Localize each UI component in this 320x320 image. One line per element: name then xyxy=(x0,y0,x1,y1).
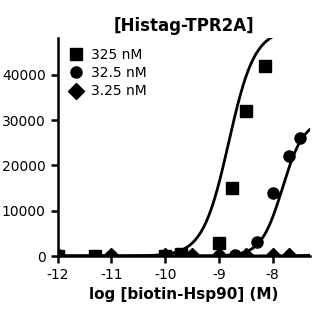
X-axis label: log [biotin-Hsp90] (M): log [biotin-Hsp90] (M) xyxy=(89,287,279,302)
325 nM xyxy=(56,254,60,258)
32.5 nM xyxy=(233,253,237,257)
3.25 nM xyxy=(163,254,167,258)
Line: 32.5 nM: 32.5 nM xyxy=(52,132,305,261)
32.5 nM xyxy=(109,254,113,258)
325 nM xyxy=(263,64,267,68)
3.25 nM xyxy=(271,254,275,258)
32.5 nM xyxy=(298,136,301,140)
Line: 3.25 nM: 3.25 nM xyxy=(52,251,294,261)
32.5 nM xyxy=(271,191,275,195)
32.5 nM xyxy=(163,254,167,258)
32.5 nM xyxy=(255,241,259,244)
32.5 nM xyxy=(190,254,194,258)
325 nM xyxy=(93,254,97,258)
325 nM xyxy=(163,254,167,258)
325 nM xyxy=(217,241,221,245)
3.25 nM xyxy=(56,254,60,258)
32.5 nM xyxy=(56,254,60,258)
3.25 nM xyxy=(287,254,291,258)
325 nM xyxy=(230,186,234,190)
325 nM xyxy=(180,252,183,256)
Line: 325 nM: 325 nM xyxy=(52,60,270,261)
Legend: 325 nM, 32.5 nM, 3.25 nM: 325 nM, 32.5 nM, 3.25 nM xyxy=(65,45,149,101)
32.5 nM xyxy=(217,254,221,258)
3.25 nM xyxy=(190,254,194,258)
325 nM xyxy=(244,109,248,113)
3.25 nM xyxy=(217,254,221,258)
3.25 nM xyxy=(109,254,113,258)
32.5 nM xyxy=(287,154,291,158)
Title: [Histag-TPR2A]: [Histag-TPR2A] xyxy=(114,18,254,36)
3.25 nM xyxy=(244,254,248,258)
